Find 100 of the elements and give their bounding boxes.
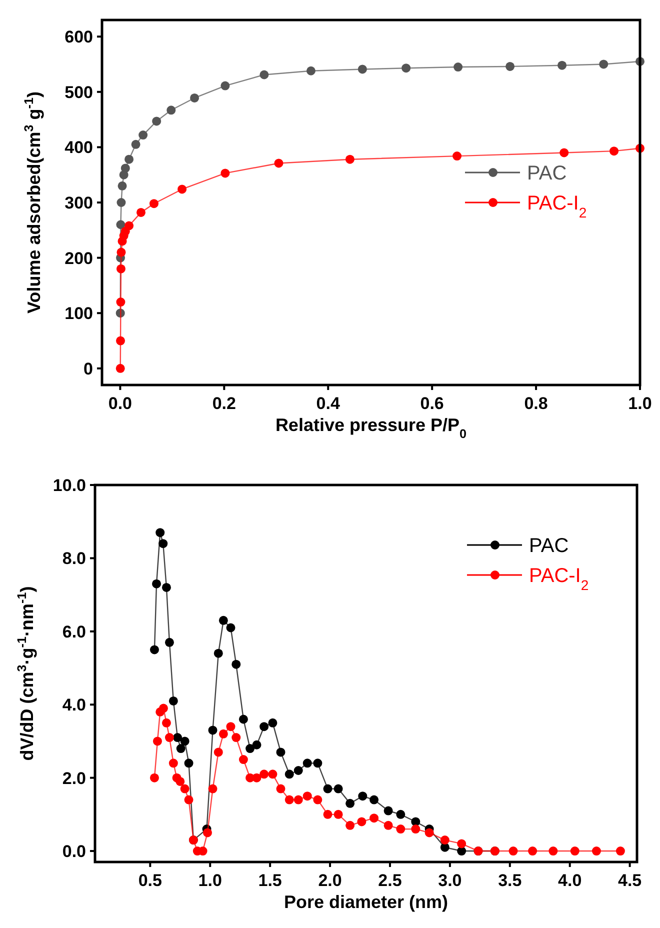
point [166, 106, 176, 115]
point [238, 755, 248, 764]
y-tick-label: 400 [64, 138, 93, 158]
point [173, 733, 182, 742]
point [158, 704, 168, 713]
y-tick-label: 4.0 [62, 696, 86, 715]
point [306, 66, 316, 76]
point [180, 736, 190, 746]
point [152, 116, 162, 126]
y-tick-label: 6.0 [62, 622, 86, 642]
x-tick-label: 0.8 [524, 394, 548, 413]
point [313, 795, 322, 804]
point [190, 93, 200, 102]
point [454, 62, 463, 72]
point [345, 154, 354, 164]
legend-label: PAC-I$_{2}$ [529, 565, 589, 593]
x-tick-label: 4.0 [558, 871, 582, 890]
point [260, 770, 269, 779]
point [176, 776, 185, 786]
y-tick-label: 0 [84, 359, 93, 378]
point [276, 784, 286, 794]
point [208, 726, 218, 735]
point [508, 846, 518, 856]
x-tick-label: 4.5 [618, 871, 642, 890]
point [118, 181, 127, 190]
point [294, 795, 303, 804]
y-tick-label: 8.0 [62, 549, 86, 568]
legend-label: PAC [529, 535, 569, 557]
point [260, 70, 269, 80]
point [346, 820, 355, 830]
point [396, 810, 406, 819]
point [370, 814, 379, 823]
x-axis-title: Pore diameter (nm) [284, 892, 448, 912]
x-tick-label: 3.0 [438, 871, 462, 890]
point [168, 696, 178, 706]
point [411, 824, 420, 834]
y-tick-label: 300 [64, 194, 93, 212]
point [528, 846, 538, 856]
x-axis-title: Relative pressure P/P$_{0}$ [275, 415, 467, 441]
point [116, 264, 126, 274]
point [208, 784, 218, 794]
point [558, 60, 567, 70]
point [284, 770, 294, 779]
point [323, 810, 332, 819]
point [384, 806, 393, 816]
point [158, 539, 168, 548]
point [116, 198, 126, 207]
legend-label: PAC-I$_{2}$ [527, 192, 587, 220]
x-tick-label: 0.2 [212, 394, 236, 413]
point [268, 770, 278, 779]
point [570, 846, 580, 856]
point [116, 248, 126, 257]
point [294, 766, 303, 775]
x-tick-label: 2.0 [318, 871, 342, 890]
point [116, 336, 126, 346]
point [592, 846, 601, 856]
x-tick-label: 0.4 [316, 394, 340, 413]
x-tick-label: 2.5 [378, 871, 402, 890]
point [218, 616, 228, 625]
x-tick-label: 0.0 [108, 394, 132, 413]
point [358, 64, 367, 74]
point [162, 582, 171, 592]
x-tick-label: 0.5 [138, 871, 162, 890]
point [178, 184, 187, 194]
y-tick-label: 500 [64, 82, 93, 102]
point [599, 60, 608, 69]
point [402, 64, 411, 73]
point [116, 298, 126, 307]
y-tick-label: 0.0 [62, 842, 86, 862]
point [162, 718, 171, 728]
legend-label: PAC [527, 162, 567, 184]
point [116, 220, 126, 230]
point [276, 748, 286, 757]
point [396, 824, 406, 834]
point [150, 645, 159, 654]
point [268, 718, 278, 728]
point [232, 733, 241, 742]
point [346, 798, 355, 808]
point [384, 820, 393, 830]
point [220, 168, 230, 178]
point [560, 148, 569, 158]
y-tick-label: 200 [64, 248, 93, 268]
point [150, 773, 159, 782]
point [252, 773, 262, 782]
y-tick-label: 2.0 [62, 768, 86, 788]
point [457, 846, 466, 856]
point [616, 846, 625, 856]
point [457, 839, 466, 848]
point [218, 729, 228, 738]
point [226, 623, 236, 632]
point [152, 579, 162, 588]
point [120, 164, 130, 173]
point [214, 648, 223, 658]
point [131, 140, 140, 149]
point [232, 660, 241, 669]
point [334, 784, 343, 794]
point [323, 784, 332, 794]
point [370, 795, 379, 804]
point [184, 795, 194, 804]
point [302, 758, 312, 768]
